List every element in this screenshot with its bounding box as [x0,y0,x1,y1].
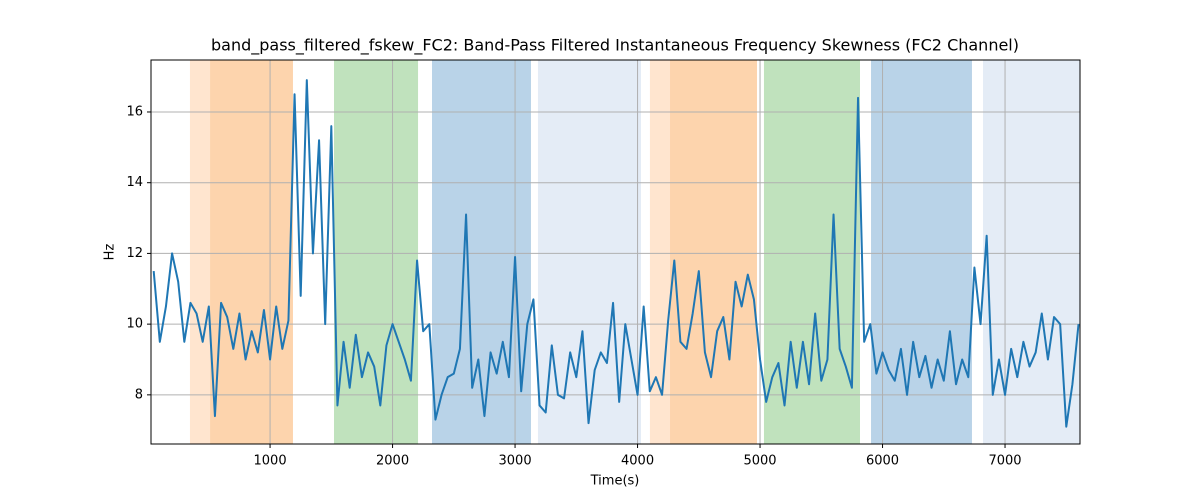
y-tick-label: 8 [135,387,143,402]
shaded-region [763,60,860,444]
x-tick-label: 6000 [866,454,899,469]
shaded-region [334,60,419,444]
chart-title: band_pass_filtered_fskew_FC2: Band-Pass … [211,36,1019,56]
y-tick-label: 12 [126,246,143,261]
x-tick-label: 3000 [499,454,532,469]
shaded-region [670,60,757,444]
y-axis-label: Hz [103,244,118,261]
plot-frame [150,59,1081,445]
shaded-region [210,60,293,444]
x-tick-label: 2000 [376,454,409,469]
y-tick-label: 10 [126,317,143,332]
y-tick-label: 16 [126,104,143,119]
x-axis-label: Time(s) [590,474,640,489]
x-tick-label: 5000 [743,454,776,469]
data-line [152,79,1080,428]
shaded-region [871,60,972,444]
shaded-region [982,60,1080,444]
x-tick-label: 1000 [254,454,287,469]
x-tick-label: 7000 [988,454,1021,469]
shaded-region [537,60,641,444]
x-tick-label: 4000 [621,454,654,469]
shaded-region [189,60,211,444]
y-tick-label: 14 [126,175,143,190]
